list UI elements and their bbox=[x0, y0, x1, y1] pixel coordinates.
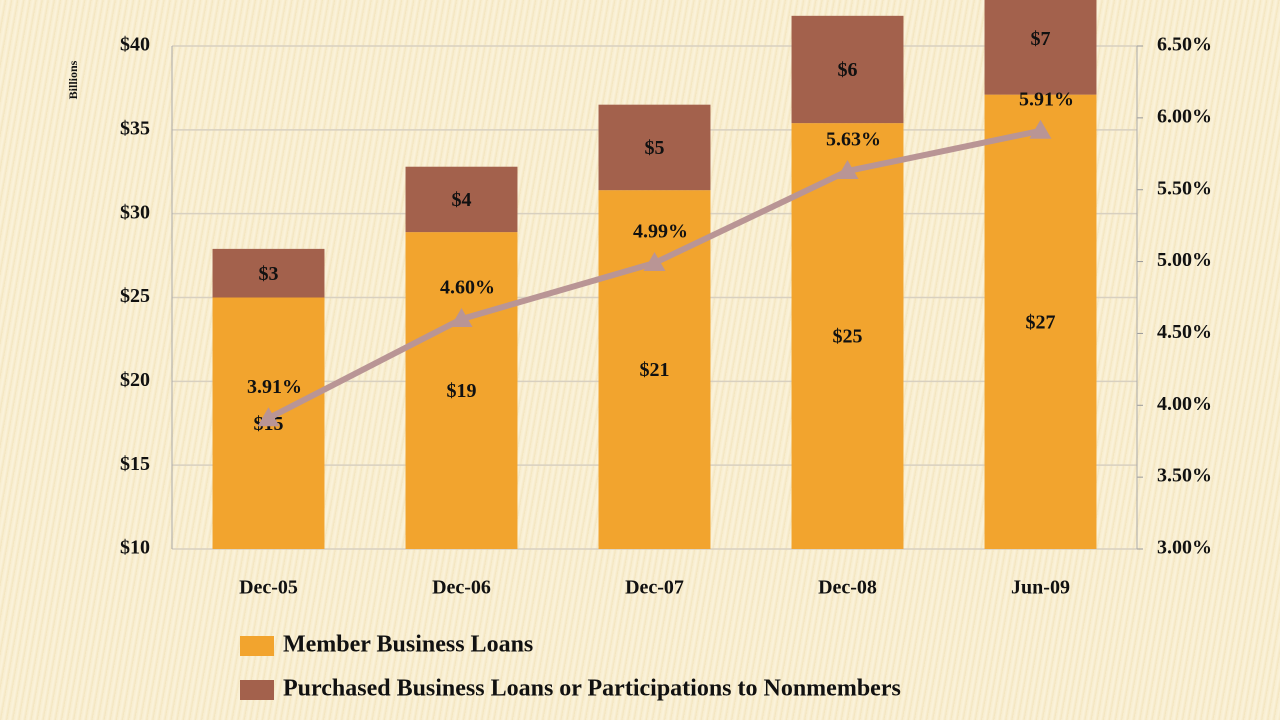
line-marker bbox=[450, 308, 473, 328]
bar-segment bbox=[984, 0, 1097, 95]
y-tick-label: $10 bbox=[120, 537, 150, 559]
data-label: $7 bbox=[1031, 28, 1051, 50]
bar-segment bbox=[405, 232, 518, 550]
line-marker bbox=[836, 160, 859, 180]
line-label: 4.60% bbox=[440, 277, 495, 299]
y2-tick-label: 5.50% bbox=[1157, 177, 1212, 199]
data-label: $5 bbox=[645, 137, 665, 159]
line-marker bbox=[1029, 119, 1052, 139]
bar-segment bbox=[598, 104, 711, 191]
bar-segment bbox=[791, 123, 904, 550]
data-label: $3 bbox=[259, 263, 279, 285]
x-tick-label: Dec-08 bbox=[818, 577, 877, 599]
y2-tick-label: 5.00% bbox=[1157, 249, 1212, 271]
line-label: 5.63% bbox=[826, 129, 881, 151]
x-tick-label: Dec-07 bbox=[625, 577, 684, 599]
y2-tick-label: 6.50% bbox=[1157, 34, 1212, 56]
y-tick-label: $40 bbox=[120, 34, 150, 56]
legend-swatch bbox=[240, 680, 274, 700]
bar-segment bbox=[405, 166, 518, 233]
y2-tick-label: 6.00% bbox=[1157, 105, 1212, 127]
y2-tick-label: 4.50% bbox=[1157, 321, 1212, 343]
line-marker bbox=[257, 407, 280, 427]
y-tick-label: $15 bbox=[120, 453, 150, 475]
bar-segment bbox=[598, 190, 711, 549]
y2-tick-label: 4.00% bbox=[1157, 393, 1212, 415]
y-axis-label: Billions bbox=[66, 60, 80, 99]
bar-segment bbox=[791, 15, 904, 124]
line-label: 5.91% bbox=[1019, 88, 1074, 110]
legend-label: Purchased Business Loans or Participatio… bbox=[283, 676, 901, 702]
data-label: $27 bbox=[1026, 311, 1056, 333]
y-tick-label: $25 bbox=[120, 285, 150, 307]
legend-swatch bbox=[240, 636, 274, 656]
bar-segment bbox=[984, 94, 1097, 549]
x-tick-label: Dec-05 bbox=[239, 577, 298, 599]
y-tick-label: $35 bbox=[120, 117, 150, 139]
legend-label: Member Business Loans bbox=[283, 632, 533, 658]
y-tick-label: $20 bbox=[120, 369, 150, 391]
line-label: 4.99% bbox=[633, 221, 688, 243]
x-tick-label: Dec-06 bbox=[432, 577, 491, 599]
line-label: 3.91% bbox=[247, 376, 302, 398]
data-label: $6 bbox=[838, 59, 858, 81]
y2-tick-label: 3.00% bbox=[1157, 537, 1212, 559]
data-label: $4 bbox=[452, 189, 472, 211]
data-label: $25 bbox=[833, 326, 863, 348]
y2-tick-label: 3.50% bbox=[1157, 465, 1212, 487]
y-tick-label: $30 bbox=[120, 201, 150, 223]
bar-segment bbox=[212, 248, 325, 298]
data-label: $19 bbox=[447, 380, 477, 402]
x-tick-label: Jun-09 bbox=[1011, 577, 1070, 599]
line-marker bbox=[643, 252, 666, 272]
data-label: $21 bbox=[640, 359, 670, 381]
